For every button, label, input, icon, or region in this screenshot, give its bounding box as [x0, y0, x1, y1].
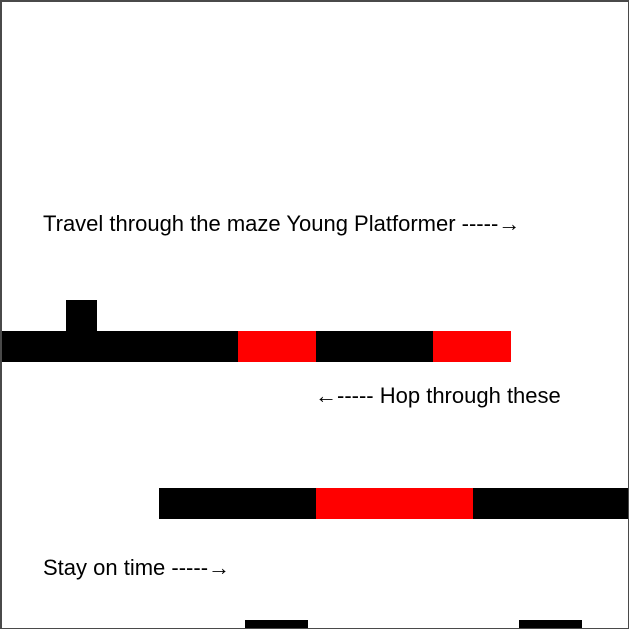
- player-block: [66, 300, 97, 331]
- time-hint-text: Stay on time -----→: [43, 555, 231, 580]
- row-2-solid-b: [473, 488, 628, 519]
- row-1-solid-a: [2, 331, 238, 362]
- row-2-hazard-a: [316, 488, 473, 519]
- row-1-hazard-a: [238, 331, 316, 362]
- row-3-solid-a: [245, 620, 308, 628]
- hop-hint-text: ←----- Hop through these: [315, 383, 561, 408]
- row-3-solid-b: [519, 620, 582, 628]
- row-1-hazard-b: [433, 331, 511, 362]
- intro-hint-text: Travel through the maze Young Platformer…: [43, 211, 521, 236]
- row-1-solid-b: [316, 331, 433, 362]
- row-2-solid-a: [159, 488, 316, 519]
